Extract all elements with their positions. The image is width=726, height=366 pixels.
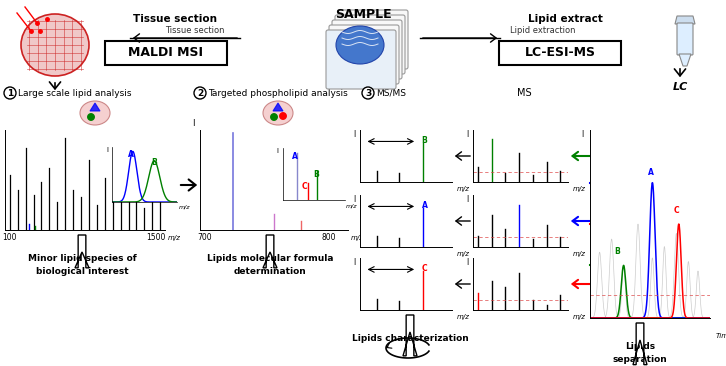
FancyBboxPatch shape — [332, 20, 402, 79]
Text: MALDI MSI: MALDI MSI — [129, 46, 203, 60]
Ellipse shape — [263, 101, 293, 125]
Ellipse shape — [336, 26, 384, 64]
Text: Time: Time — [716, 333, 726, 339]
Ellipse shape — [80, 101, 110, 125]
Polygon shape — [675, 16, 695, 24]
Circle shape — [88, 113, 94, 120]
Circle shape — [194, 87, 206, 99]
Text: m/z: m/z — [457, 186, 470, 192]
Text: I: I — [466, 195, 468, 204]
Text: Lipids molecular formula
determination: Lipids molecular formula determination — [207, 254, 333, 276]
Circle shape — [362, 87, 374, 99]
Text: Lipids
separation: Lipids separation — [613, 342, 667, 363]
Text: Targeted phospholipid analysis: Targeted phospholipid analysis — [208, 89, 348, 97]
Text: 700: 700 — [197, 233, 212, 242]
Text: m/z: m/z — [457, 314, 470, 320]
FancyBboxPatch shape — [677, 23, 693, 55]
Text: A: A — [648, 168, 653, 177]
Text: I: I — [466, 258, 468, 267]
Text: m/z: m/z — [457, 251, 470, 257]
Text: A: A — [422, 201, 428, 210]
Text: m/z: m/z — [168, 235, 181, 241]
Text: MS: MS — [517, 88, 531, 98]
Text: LC-ESI-MS: LC-ESI-MS — [524, 46, 595, 60]
Text: 800: 800 — [322, 233, 336, 242]
Text: MS/MS: MS/MS — [376, 89, 406, 97]
Text: I: I — [277, 148, 279, 154]
Text: Large scale lipid analysis: Large scale lipid analysis — [18, 89, 131, 97]
Text: 3: 3 — [365, 89, 371, 97]
FancyBboxPatch shape — [335, 15, 405, 74]
Text: m/z: m/z — [351, 235, 364, 241]
Text: A: A — [128, 150, 134, 159]
Text: 2: 2 — [197, 89, 203, 97]
Polygon shape — [679, 54, 691, 66]
Polygon shape — [273, 103, 283, 111]
Circle shape — [4, 87, 16, 99]
Text: m/z: m/z — [179, 205, 189, 210]
Text: I: I — [353, 130, 356, 139]
Text: m/z: m/z — [573, 251, 586, 257]
Text: B: B — [313, 170, 319, 179]
Text: C: C — [301, 182, 307, 191]
Text: 1: 1 — [7, 89, 13, 97]
Text: 100: 100 — [1, 233, 16, 242]
Text: C: C — [422, 264, 428, 273]
Circle shape — [271, 113, 277, 120]
Polygon shape — [633, 323, 647, 365]
Text: A: A — [292, 152, 298, 161]
Text: m/z: m/z — [346, 203, 358, 208]
Text: Lipid extraction: Lipid extraction — [510, 26, 576, 35]
Text: Lipid extract: Lipid extract — [528, 14, 603, 24]
Ellipse shape — [21, 14, 89, 76]
Text: 1500: 1500 — [146, 233, 166, 242]
Text: Tissue section: Tissue section — [133, 14, 217, 24]
Text: I: I — [353, 258, 356, 267]
FancyBboxPatch shape — [105, 41, 227, 65]
Text: B: B — [151, 158, 157, 167]
Text: Lipids characterization: Lipids characterization — [351, 334, 468, 343]
Text: I: I — [466, 130, 468, 139]
Text: C: C — [674, 206, 680, 215]
Text: I: I — [192, 119, 195, 128]
Text: m/z: m/z — [573, 186, 586, 192]
Polygon shape — [263, 235, 277, 268]
Text: B: B — [422, 136, 428, 145]
Text: m/z: m/z — [573, 314, 586, 320]
Polygon shape — [75, 235, 89, 268]
Text: I: I — [107, 147, 109, 153]
Text: I: I — [353, 195, 356, 204]
FancyBboxPatch shape — [329, 25, 399, 84]
Text: LC: LC — [672, 82, 688, 92]
Text: Minor lipid species of
biological interest: Minor lipid species of biological intere… — [28, 254, 136, 276]
Circle shape — [280, 112, 287, 120]
FancyBboxPatch shape — [499, 41, 621, 65]
Text: Tissue section: Tissue section — [166, 26, 225, 35]
Polygon shape — [403, 315, 417, 356]
Text: SAMPLE: SAMPLE — [335, 8, 391, 21]
Polygon shape — [90, 103, 100, 111]
FancyBboxPatch shape — [338, 10, 408, 69]
FancyBboxPatch shape — [326, 30, 396, 89]
Text: I: I — [582, 130, 584, 139]
Text: B: B — [614, 247, 620, 256]
